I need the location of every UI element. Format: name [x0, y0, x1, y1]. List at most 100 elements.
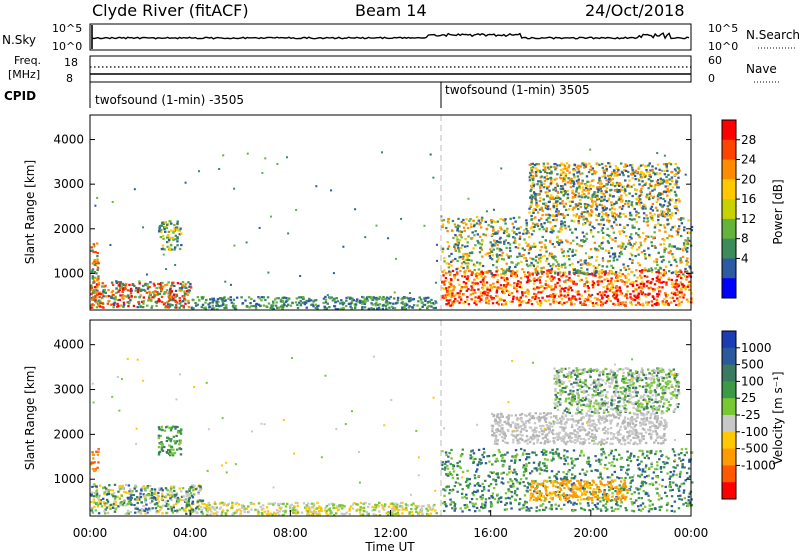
data-cell	[651, 168, 654, 171]
data-cell	[489, 257, 492, 260]
data-cell	[166, 504, 169, 508]
data-cell	[254, 508, 257, 511]
data-cell	[441, 467, 444, 470]
data-cell	[661, 300, 664, 303]
data-cell	[121, 484, 124, 487]
data-cell	[666, 214, 670, 217]
data-cell	[124, 483, 128, 487]
data-cell	[631, 205, 634, 208]
data-cell	[207, 501, 210, 504]
data-cell	[628, 211, 632, 214]
data-cell	[474, 244, 477, 247]
data-cell	[640, 271, 644, 274]
data-cell	[258, 226, 261, 229]
data-cell	[537, 219, 541, 222]
data-cell	[97, 450, 100, 453]
data-cell	[651, 179, 654, 183]
data-cell	[444, 489, 447, 492]
data-cell	[658, 168, 661, 171]
data-cell	[667, 201, 671, 204]
data-cell	[577, 271, 580, 274]
data-cell	[566, 501, 570, 504]
data-cell	[129, 287, 133, 290]
data-cell	[144, 499, 147, 502]
data-cell	[493, 285, 496, 289]
data-cell	[636, 296, 639, 300]
data-cell	[169, 429, 173, 432]
data-cell	[641, 269, 644, 272]
data-cell	[169, 454, 172, 457]
data-cell	[635, 188, 639, 192]
data-cell	[172, 504, 176, 507]
data-cell	[119, 487, 122, 490]
data-cell	[169, 494, 172, 497]
data-cell	[564, 202, 567, 205]
data-cell	[562, 171, 565, 174]
data-cell	[491, 298, 494, 301]
data-cell	[666, 194, 669, 197]
data-cell	[590, 205, 593, 209]
data-cell	[564, 286, 567, 290]
data-cell	[667, 277, 671, 280]
data-cell	[651, 304, 654, 307]
data-cell	[616, 504, 619, 507]
data-cell	[237, 503, 241, 506]
data-cell	[675, 199, 678, 202]
data-cell	[679, 269, 682, 272]
data-cell	[165, 289, 169, 292]
data-cell	[630, 166, 634, 169]
data-cell	[411, 306, 414, 309]
data-cell	[95, 450, 98, 453]
data-cell	[568, 499, 571, 503]
data-cell	[542, 168, 545, 172]
data-cell	[690, 229, 694, 232]
data-cell	[456, 240, 459, 243]
data-cell	[396, 511, 400, 514]
data-cell	[652, 171, 655, 174]
data-cell	[543, 299, 547, 302]
data-cell	[333, 297, 336, 300]
data-cell	[616, 174, 619, 177]
data-cell	[392, 512, 396, 516]
data-cell	[665, 509, 669, 512]
data-cell	[198, 489, 201, 492]
data-cell	[511, 222, 514, 225]
data-cell	[566, 294, 570, 297]
data-cell	[394, 502, 397, 505]
data-cell	[443, 269, 446, 272]
data-cell	[555, 166, 558, 170]
data-cell	[522, 506, 525, 509]
data-cell	[625, 293, 628, 296]
data-cell	[588, 188, 591, 191]
data-cell	[637, 302, 641, 305]
data-cell	[299, 275, 302, 278]
data-cell	[560, 228, 564, 231]
data-cell	[217, 300, 220, 303]
data-cell	[540, 181, 543, 184]
data-cell	[515, 284, 519, 287]
data-cell	[200, 511, 203, 514]
data-cell	[376, 303, 380, 306]
data-cell	[567, 208, 571, 211]
data-cell	[586, 263, 589, 267]
data-cell	[606, 216, 609, 219]
data-cell	[624, 169, 628, 172]
data-cell	[568, 228, 572, 231]
data-cell	[370, 307, 373, 310]
data-cell	[566, 291, 569, 294]
data-cell	[185, 503, 189, 506]
data-cell	[222, 296, 226, 300]
data-cell	[556, 173, 559, 176]
data-cell	[191, 508, 195, 511]
data-cell	[557, 211, 560, 214]
data-cell	[465, 289, 469, 292]
data-cell	[502, 269, 505, 272]
data-cell	[112, 297, 115, 300]
data-cell	[130, 294, 133, 298]
data-cell	[575, 188, 578, 191]
data-cell	[549, 221, 552, 224]
data-cell	[234, 304, 237, 308]
data-cell	[576, 457, 579, 461]
data-cell	[235, 510, 239, 514]
data-cell	[648, 183, 652, 186]
